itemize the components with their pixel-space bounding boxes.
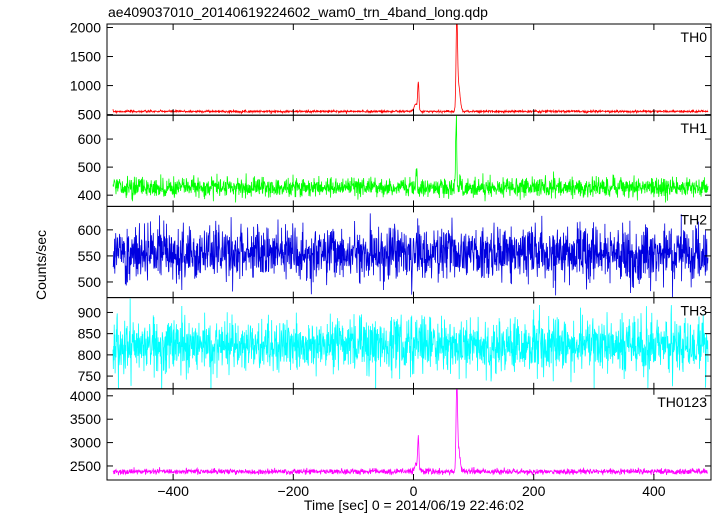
panel-label-th0123: TH0123 bbox=[657, 394, 707, 410]
panels-group: 500100015002000TH0400500600TH1500550600T… bbox=[70, 19, 712, 499]
series-line-th2 bbox=[112, 213, 709, 298]
panel-frame-th1 bbox=[106, 114, 712, 207]
x-tick-label: 0 bbox=[410, 483, 418, 499]
y-tick-label: 550 bbox=[78, 248, 102, 264]
series-line-th0123 bbox=[112, 388, 709, 476]
panel-frame-th0123 bbox=[106, 388, 712, 481]
panel-frame-th0 bbox=[106, 23, 712, 116]
y-tick-label: 500 bbox=[78, 107, 102, 123]
y-tick-label: 600 bbox=[78, 131, 102, 147]
panel-label-th0: TH0 bbox=[681, 29, 708, 45]
y-tick-label: 400 bbox=[78, 187, 102, 203]
y-tick-label: 900 bbox=[78, 304, 102, 320]
y-tick-label: 1500 bbox=[70, 49, 101, 65]
panel-label-th3: TH3 bbox=[681, 303, 708, 319]
x-tick-label: −200 bbox=[278, 483, 310, 499]
x-tick-label: −400 bbox=[157, 483, 189, 499]
series-line-th3 bbox=[112, 298, 709, 389]
y-tick-label: 1000 bbox=[70, 78, 101, 94]
y-tick-label: 750 bbox=[78, 368, 102, 384]
y-tick-label: 500 bbox=[78, 159, 102, 175]
panel-label-th1: TH1 bbox=[681, 120, 708, 136]
y-tick-label: 3000 bbox=[70, 435, 101, 451]
y-tick-label: 2000 bbox=[70, 19, 101, 35]
y-tick-label: 850 bbox=[78, 326, 102, 342]
series-line-th0 bbox=[112, 24, 709, 115]
y-tick-label: 500 bbox=[78, 274, 102, 290]
y-tick-label: 2500 bbox=[70, 458, 101, 474]
series-line-th1 bbox=[112, 115, 709, 203]
x-axis-label: Time [sec] 0 = 2014/06/19 22:46:02 bbox=[304, 497, 524, 513]
y-tick-label: 4000 bbox=[70, 388, 101, 404]
x-tick-label: 200 bbox=[522, 483, 546, 499]
y-tick-label: 600 bbox=[78, 222, 102, 238]
x-tick-label: 400 bbox=[642, 483, 666, 499]
y-tick-label: 800 bbox=[78, 347, 102, 363]
y-axis-label: Counts/sec bbox=[33, 230, 49, 300]
chart-title: ae409037010_20140619224602_wam0_trn_4ban… bbox=[108, 4, 488, 20]
y-tick-label: 3500 bbox=[70, 411, 101, 427]
panel-label-th2: TH2 bbox=[681, 211, 708, 227]
